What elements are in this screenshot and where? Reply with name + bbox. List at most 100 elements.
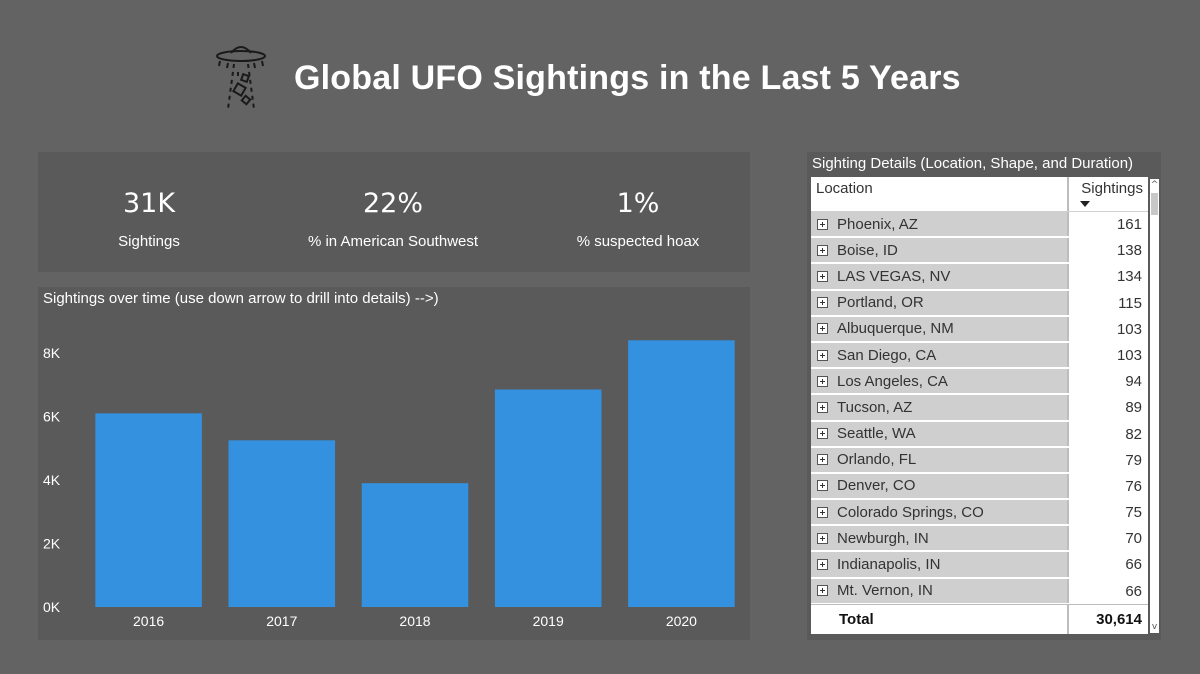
kpi-card-hoax[interactable]: 1% % suspected hoax [528, 188, 748, 250]
kpi-value: 22% [362, 188, 423, 219]
column-header-sightings[interactable]: Sightings [1069, 177, 1148, 211]
location-text: Los Angeles, CA [837, 372, 948, 390]
scroll-up-icon[interactable]: ^ [1150, 180, 1159, 190]
location-cell: Los Angeles, CA [811, 369, 1069, 394]
expand-plus-icon[interactable] [817, 532, 828, 544]
sightings-chart[interactable]: Sightings over time (use down arrow to d… [38, 287, 750, 640]
sightings-cell: 79 [1069, 447, 1148, 472]
sightings-cell: 161 [1069, 212, 1148, 237]
column-header-sightings-label: Sightings [1081, 180, 1143, 197]
kpi-label: Sightings [118, 233, 180, 250]
table-row[interactable]: Orlando, FL 79 [811, 447, 1148, 474]
y-tick-label: 4K [43, 472, 61, 488]
expand-plus-icon[interactable] [817, 480, 828, 492]
sightings-cell: 138 [1069, 238, 1148, 263]
location-cell: San Diego, CA [811, 342, 1069, 368]
x-tick-label: 2018 [399, 613, 430, 629]
table-scrollbar[interactable]: ^ v [1150, 179, 1159, 633]
expand-plus-icon[interactable] [817, 585, 828, 597]
kpi-label: % in American Southwest [307, 233, 479, 250]
table-row[interactable]: Seattle, WA 82 [811, 421, 1148, 448]
sightings-count: 70 [1125, 530, 1142, 548]
location-cell: Mt. Vernon, IN [811, 578, 1069, 603]
location-text: Albuquerque, NM [837, 320, 954, 338]
expand-plus-icon[interactable] [817, 323, 828, 335]
expand-plus-icon[interactable] [817, 218, 828, 230]
location-cell: Denver, CO [811, 473, 1069, 499]
expand-plus-icon[interactable] [817, 349, 828, 361]
sort-descending-icon [1080, 201, 1090, 207]
location-text: Seattle, WA [837, 425, 916, 443]
sightings-count: 76 [1125, 477, 1142, 495]
table-row[interactable]: Colorado Springs, CO 75 [811, 500, 1148, 527]
expand-plus-icon[interactable] [817, 559, 828, 571]
location-cell: LAS VEGAS, NV [811, 264, 1069, 289]
location-cell: Newburgh, IN [811, 526, 1069, 551]
bar-2020[interactable] [628, 340, 735, 607]
location-text: LAS VEGAS, NV [837, 267, 951, 285]
table-row[interactable]: Phoenix, AZ 161 [811, 212, 1148, 239]
bar-2017[interactable] [228, 440, 336, 607]
sightings-count: 115 [1118, 294, 1142, 312]
bar-2018[interactable] [361, 483, 469, 607]
page-title: Global UFO Sightings in the Last 5 Years [294, 58, 961, 97]
location-text: Portland, OR [837, 294, 924, 312]
location-cell: Indianapolis, IN [811, 552, 1069, 577]
table-row[interactable]: LAS VEGAS, NV 134 [811, 264, 1148, 291]
kpi-card-southwest[interactable]: 22% % in American Southwest [283, 188, 503, 250]
location-text: Newburgh, IN [837, 529, 929, 547]
sightings-cell: 70 [1069, 526, 1148, 551]
ufo-icon [216, 46, 266, 110]
total-label-cell: Total [811, 605, 1069, 634]
expand-plus-icon[interactable] [817, 428, 828, 440]
x-tick-label: 2016 [133, 613, 164, 629]
column-header-location[interactable]: Location [811, 177, 1069, 211]
expand-plus-icon[interactable] [817, 506, 828, 518]
total-value-cell: 30,614 [1069, 605, 1148, 634]
location-cell: Boise, ID [811, 238, 1069, 263]
y-tick-label: 0K [43, 599, 61, 615]
location-text: Orlando, FL [837, 451, 917, 469]
bar-2016[interactable] [95, 413, 202, 607]
expand-plus-icon[interactable] [817, 401, 828, 413]
sightings-count: 134 [1116, 268, 1142, 286]
expand-plus-icon[interactable] [817, 270, 828, 282]
table-row[interactable]: Portland, OR 115 [811, 290, 1148, 317]
sightings-cell: 75 [1069, 500, 1148, 525]
table-row[interactable]: Albuquerque, NM 103 [811, 316, 1148, 343]
table-row[interactable]: San Diego, CA 103 [811, 342, 1148, 370]
expand-plus-icon[interactable] [817, 297, 828, 309]
sightings-count: 103 [1116, 346, 1142, 364]
kpi-value: 1% [616, 188, 660, 219]
table-grid: Location Sightings Phoenix, AZ 161 Boise, … [811, 177, 1148, 634]
location-text: Denver, CO [837, 477, 916, 495]
location-text: Colorado Springs, CO [837, 503, 984, 521]
bar-2019[interactable] [494, 389, 602, 607]
table-row[interactable]: Denver, CO 76 [811, 473, 1148, 501]
table-row[interactable]: Boise, ID 138 [811, 238, 1148, 265]
table-row[interactable]: Los Angeles, CA 94 [811, 369, 1148, 396]
scroll-thumb[interactable] [1151, 193, 1158, 215]
table-row[interactable]: Mt. Vernon, IN 66 [811, 578, 1148, 605]
table-title: Sighting Details (Location, Shape, and D… [812, 155, 1134, 172]
table-body: Phoenix, AZ 161 Boise, ID 138 LAS VEGAS, NV 1… [811, 212, 1148, 605]
sightings-count: 161 [1116, 216, 1142, 233]
expand-plus-icon[interactable] [817, 454, 828, 466]
kpi-panel: 31K Sightings 22% % in American Southwes… [38, 152, 750, 272]
scroll-down-icon[interactable]: v [1151, 622, 1158, 632]
expand-plus-icon[interactable] [817, 244, 828, 256]
sightings-count: 75 [1125, 504, 1142, 522]
sightings-cell: 94 [1069, 369, 1148, 394]
chart-canvas[interactable]: 0K 2K 4K 6K 8K 2016 2017 2018 2019 2020 [38, 287, 750, 640]
kpi-card-sightings[interactable]: 31K Sightings [39, 188, 259, 250]
table-header: Location Sightings [811, 177, 1148, 212]
table-row[interactable]: Newburgh, IN 70 [811, 526, 1148, 553]
expand-plus-icon[interactable] [817, 375, 828, 387]
total-label: Total [839, 611, 874, 628]
x-tick-label: 2020 [666, 613, 697, 629]
location-text: Phoenix, AZ [837, 215, 918, 233]
kpi-value: 31K [122, 188, 176, 219]
table-row[interactable]: Indianapolis, IN 66 [811, 552, 1148, 579]
x-tick-label: 2017 [266, 613, 297, 629]
table-row[interactable]: Tucson, AZ 89 [811, 395, 1148, 422]
